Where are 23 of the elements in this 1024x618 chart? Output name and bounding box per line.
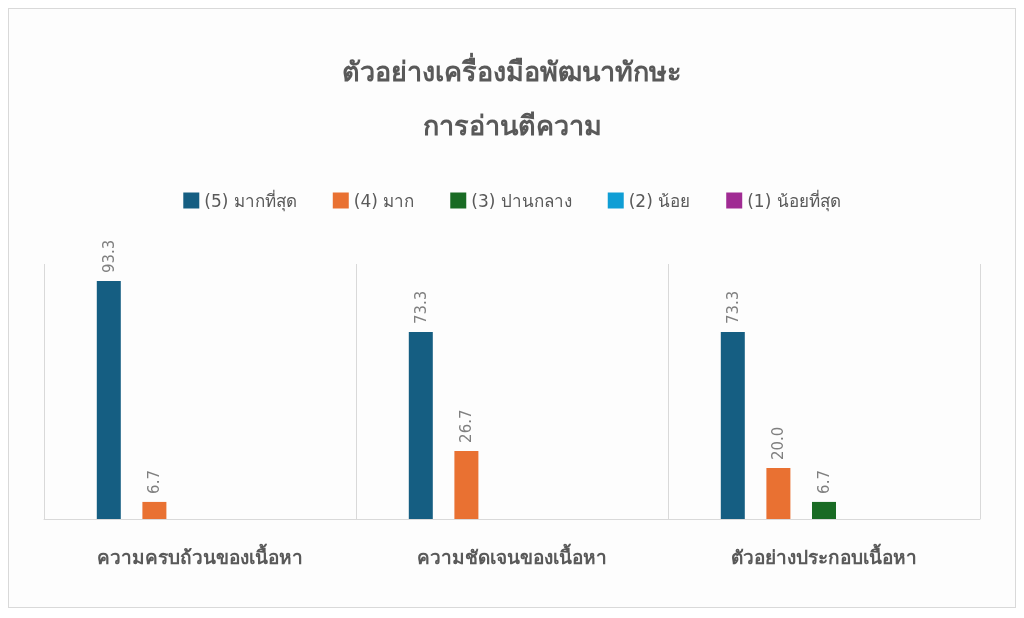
legend-label: (5) มากที่สุด	[204, 188, 297, 212]
legend-label: (3) ปานกลาง	[471, 190, 572, 211]
legend-label: (4) มาก	[353, 190, 415, 211]
bar	[454, 450, 479, 519]
x-tick-label: ความชัดเจนของเนื้อหา	[417, 542, 607, 568]
legend-label: (1) น้อยที่สุด	[747, 188, 841, 212]
bar	[720, 332, 745, 519]
bar	[96, 281, 121, 519]
bar	[408, 332, 433, 519]
x-tick-label: ตัวอย่างประกอบเนื้อหา	[731, 542, 917, 568]
data-label: 6.7	[815, 470, 833, 494]
data-label: 26.7	[457, 409, 476, 443]
x-tick-label: ความครบถ้วนของเนื้อหา	[97, 542, 303, 568]
chart-title: ตัวอย่างเครื่องมือพัฒนาทักษะ การอ่านตีความ	[342, 51, 682, 141]
data-label: 20.0	[769, 426, 788, 460]
data-label: 6.7	[145, 470, 164, 494]
data-label: 73.3	[723, 290, 742, 325]
bar	[812, 501, 836, 519]
legend-label: (2) น้อย	[628, 190, 691, 211]
bar	[142, 501, 167, 519]
data-label: 73.3	[411, 290, 430, 325]
bar	[766, 468, 791, 519]
data-label: 93.3	[99, 239, 118, 274]
